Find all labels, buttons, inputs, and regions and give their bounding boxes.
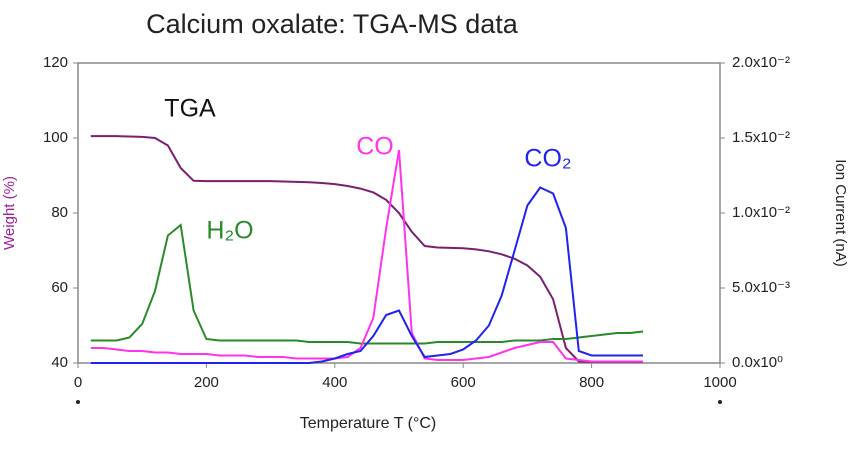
x-tick-label: 400 [322,374,347,391]
x-tick-label: 200 [194,374,219,391]
y-tick-label: 80 [51,204,68,221]
series-label: H₂O [206,217,253,245]
y2-tick-label: 1.0x10⁻² [732,204,790,221]
x-tick-label: 600 [451,374,476,391]
x-tick-label: 800 [579,374,604,391]
x-tick-label: 0 [74,374,82,391]
y-tick-label: 60 [51,279,68,296]
series-line [90,135,643,363]
axis-dot [76,400,80,404]
y2-tick-label: 0.0x10⁰ [732,354,783,371]
x-tick-label: 1000 [703,374,736,391]
series-line [90,149,643,363]
y-axis-label: Weight (%) [1,176,18,250]
x-axis-label: Temperature T (°C) [300,415,437,432]
series-label: CO [356,133,394,161]
series-label: CO₂ [524,145,571,173]
y2-axis-label: Ion Current (nA) [832,159,849,267]
y2-tick-label: 2.0x10⁻² [732,54,790,71]
y-tick-label: 120 [43,54,68,71]
y-tick-label: 100 [43,129,68,146]
axis-dot [718,400,722,404]
series-line [90,186,643,364]
series-label: TGA [164,95,216,123]
y2-tick-label: 5.0x10⁻³ [732,279,790,296]
chart-title: Calcium oxalate: TGA-MS data [146,9,519,39]
y2-tick-label: 1.5x10⁻² [732,129,790,146]
y-tick-label: 40 [51,354,68,371]
